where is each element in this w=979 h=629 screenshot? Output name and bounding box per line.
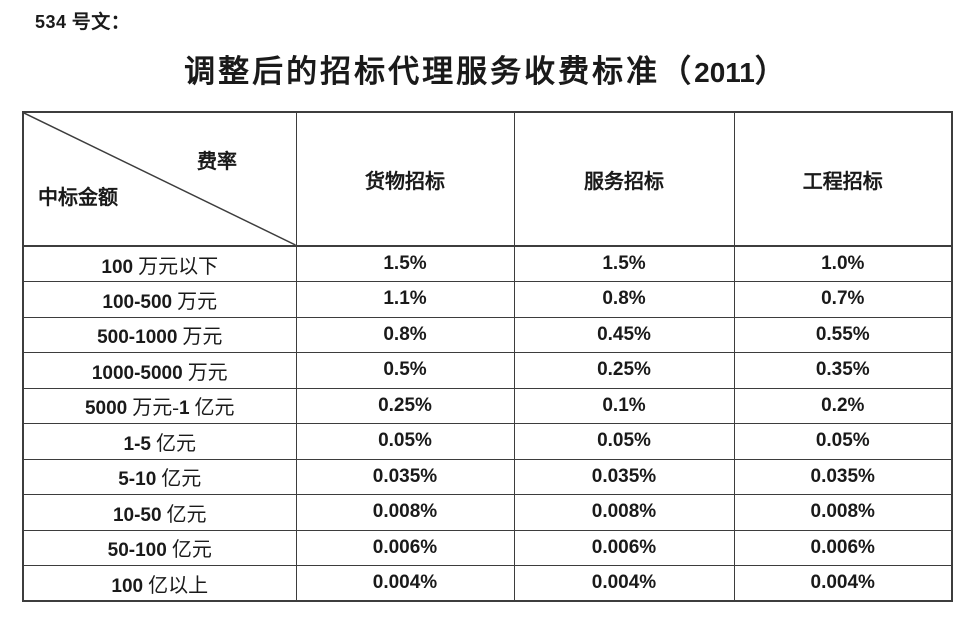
rate-value-cell: 0.008% <box>733 494 953 531</box>
rate-value-cell: 0.05% <box>513 423 735 460</box>
rate-value-cell: 0.25% <box>295 387 515 424</box>
column-header-goods: 货物招标 <box>295 111 515 247</box>
table-row: 500-1000 万元 0.8% 0.45% 0.55% <box>22 316 953 353</box>
rate-value-cell: 1.5% <box>295 245 515 282</box>
amount-range-cell: 1000-5000 万元 <box>22 352 297 389</box>
table-row: 100 亿以上 0.004% 0.004% 0.004% <box>22 565 953 602</box>
rate-value-cell: 0.008% <box>513 494 735 531</box>
rate-value-cell: 0.55% <box>733 316 953 353</box>
rate-value-cell: 0.006% <box>733 529 953 566</box>
rate-value-cell: 0.8% <box>513 281 735 318</box>
rate-value-cell: 0.2% <box>733 387 953 424</box>
rate-value-cell: 0.05% <box>295 423 515 460</box>
corner-label-rate: 费率 <box>197 151 237 173</box>
rate-value-cell: 0.035% <box>513 458 735 495</box>
amount-range-cell: 50-100 亿元 <box>22 529 297 566</box>
diagonal-divider-line <box>24 113 296 245</box>
table-row: 1-5 亿元 0.05% 0.05% 0.05% <box>22 423 953 460</box>
amount-range-cell: 100 万元以下 <box>22 245 297 282</box>
column-header-services: 服务招标 <box>513 111 735 247</box>
rate-value-cell: 0.35% <box>733 352 953 389</box>
rate-value-cell: 0.006% <box>295 529 515 566</box>
table-body: 100 万元以下 1.5% 1.5% 1.0% 100-500 万元 1.1% … <box>22 245 953 602</box>
corner-header-cell: 费率 中标金额 <box>22 111 297 247</box>
rate-value-cell: 0.5% <box>295 352 515 389</box>
amount-range-cell: 500-1000 万元 <box>22 316 297 353</box>
table-row: 50-100 亿元 0.006% 0.006% 0.006% <box>22 529 953 566</box>
doc-number-label: 534 号文： <box>35 12 131 33</box>
column-header-engineering: 工程招标 <box>733 111 953 247</box>
rate-value-cell: 0.004% <box>295 565 515 602</box>
rate-value-cell: 0.006% <box>513 529 735 566</box>
header-row: 费率 中标金额 货物招标 服务招标 工程招标 <box>22 111 953 247</box>
rate-value-cell: 0.035% <box>295 458 515 495</box>
rate-value-cell: 0.8% <box>295 316 515 353</box>
rate-value-cell: 0.05% <box>733 423 953 460</box>
page-title: 调整后的招标代理服务收费标准（2011） <box>184 54 789 89</box>
rate-value-cell: 0.008% <box>295 494 515 531</box>
amount-range-cell: 5000 万元-1 亿元 <box>22 387 297 424</box>
table-header: 费率 中标金额 货物招标 服务招标 工程招标 <box>22 111 953 247</box>
table-row: 5-10 亿元 0.035% 0.035% 0.035% <box>22 458 953 495</box>
table-row: 10-50 亿元 0.008% 0.008% 0.008% <box>22 494 953 531</box>
table-row: 100 万元以下 1.5% 1.5% 1.0% <box>22 245 953 282</box>
rate-value-cell: 1.0% <box>733 245 953 282</box>
amount-range-cell: 1-5 亿元 <box>22 423 297 460</box>
table-row: 100-500 万元 1.1% 0.8% 0.7% <box>22 281 953 318</box>
table-row: 1000-5000 万元 0.5% 0.25% 0.35% <box>22 352 953 389</box>
rate-value-cell: 1.1% <box>295 281 515 318</box>
amount-range-cell: 10-50 亿元 <box>22 494 297 531</box>
rate-value-cell: 0.45% <box>513 316 735 353</box>
rate-value-cell: 0.004% <box>733 565 953 602</box>
fee-rate-table: 费率 中标金额 货物招标 服务招标 工程招标 100 万元以下 1.5% 1.5… <box>22 111 953 602</box>
rate-value-cell: 0.1% <box>513 387 735 424</box>
amount-range-cell: 5-10 亿元 <box>22 458 297 495</box>
amount-range-cell: 100 亿以上 <box>22 565 297 602</box>
rate-value-cell: 0.004% <box>513 565 735 602</box>
rate-value-cell: 1.5% <box>513 245 735 282</box>
corner-label-amount: 中标金额 <box>38 187 118 209</box>
rate-value-cell: 0.25% <box>513 352 735 389</box>
rate-value-cell: 0.035% <box>733 458 953 495</box>
rate-value-cell: 0.7% <box>733 281 953 318</box>
table-row: 5000 万元-1 亿元 0.25% 0.1% 0.2% <box>22 387 953 424</box>
amount-range-cell: 100-500 万元 <box>22 281 297 318</box>
